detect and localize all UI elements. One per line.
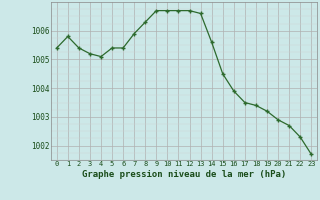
- X-axis label: Graphe pression niveau de la mer (hPa): Graphe pression niveau de la mer (hPa): [82, 170, 286, 179]
